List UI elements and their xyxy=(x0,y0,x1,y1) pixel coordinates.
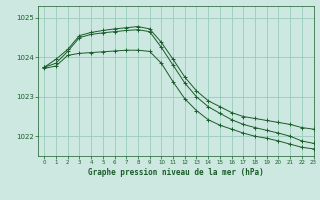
X-axis label: Graphe pression niveau de la mer (hPa): Graphe pression niveau de la mer (hPa) xyxy=(88,168,264,177)
